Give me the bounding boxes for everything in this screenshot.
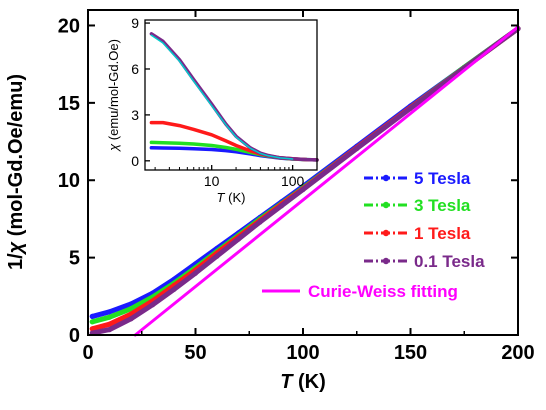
legend-marker-1-tesla xyxy=(382,229,390,237)
main-x-axis-symbol: T xyxy=(280,371,294,393)
main-x-tick-label: 0 xyxy=(82,342,93,364)
main-point-0-1-tesla xyxy=(300,186,306,193)
main-series-group xyxy=(89,25,521,337)
main-point-0-1-tesla xyxy=(407,105,414,111)
inset-y-tick-label: 3 xyxy=(131,107,139,123)
main-x-tick-label: 50 xyxy=(184,342,206,364)
main-point-0-1-tesla xyxy=(192,270,199,276)
main-y-axis-unit: (mol-Gd.Oe/emu) xyxy=(5,74,27,242)
main-point-0-1-tesla xyxy=(235,236,242,242)
inset-y-tick-label: 0 xyxy=(131,153,139,169)
main-point-0-1-tesla xyxy=(149,302,156,308)
main-x-tick-label: 100 xyxy=(286,342,319,364)
main-y-tick-label: 15 xyxy=(58,93,80,115)
main-point-0-1-tesla xyxy=(171,286,177,292)
inset-x-tick-label: 10 xyxy=(204,173,220,189)
main-y-axis-label: 1/χ (mol-Gd.Oe/emu) xyxy=(5,74,27,270)
main-y-tick-label: 20 xyxy=(58,15,80,37)
main-x-axis-label: T (K) xyxy=(280,371,326,393)
inset-x-axis-symbol: T xyxy=(217,190,226,205)
main-point-3-tesla xyxy=(89,319,95,325)
legend-marker-0-1-tesla xyxy=(382,257,390,265)
inset-plot-frame xyxy=(144,19,318,171)
main-point-1-tesla xyxy=(89,326,95,332)
legend-marker-5-tesla xyxy=(382,174,390,182)
main-x-axis-unit: (K) xyxy=(292,371,325,393)
main-y-tick-label: 5 xyxy=(69,248,80,270)
main-point-5-tesla xyxy=(89,313,95,319)
main-point-0-1-tesla xyxy=(257,219,263,225)
main-y-tick-label: 10 xyxy=(58,170,80,192)
inset-ticks-group: 10 100 0 3 6 9 xyxy=(131,15,318,189)
main-x-tick-label: 200 xyxy=(501,342,534,364)
main-y-axis-symbol: χ xyxy=(5,240,27,255)
inset-y-tick-label: 6 xyxy=(131,61,139,77)
main-point-3-tesla xyxy=(128,306,134,312)
main-point-0-1-tesla xyxy=(128,316,134,322)
main-point-0-1-tesla xyxy=(106,327,113,333)
legend-label-curie-weiss-fitting: Curie-Weiss fitting xyxy=(308,282,458,301)
inset-y-axis-unit: (emu/mol-Gd.Oe) xyxy=(106,39,121,144)
inset-x-axis-unit: (K) xyxy=(225,190,246,205)
main-point-3-tesla xyxy=(106,314,113,320)
main-point-0-1-tesla xyxy=(354,145,360,152)
legend-label-0-1-tesla: 0.1 Tesla xyxy=(414,252,485,271)
main-point-1-tesla xyxy=(106,321,113,327)
main-x-tick-label: 150 xyxy=(394,342,427,364)
inset-x-axis-label: T (K) xyxy=(217,190,246,205)
legend: 5 Tesla 3 Tesla 1 Tesla 0.1 Tesla Curie-Weis… xyxy=(262,169,485,301)
legend-label-3-tesla: 3 Tesla xyxy=(414,196,471,215)
inset-y-tick-label: 9 xyxy=(131,15,139,31)
main-y-axis-prefix: 1/ xyxy=(5,253,27,270)
inset-series-group xyxy=(149,32,319,162)
main-series-line-curie-weiss-fitting xyxy=(133,25,520,337)
inset-series-line-curie-weiss-fitting xyxy=(150,34,294,160)
main-point-0-1-tesla xyxy=(214,253,220,259)
inset-plot: 10 100 0 3 6 9 T (K) χ (emu/mol-Gd.Oe) xyxy=(106,15,319,205)
main-point-5-tesla xyxy=(106,309,113,315)
main-point-0-1-tesla xyxy=(278,203,285,209)
main-y-tick-label: 0 xyxy=(69,325,80,347)
legend-label-1-tesla: 1 Tesla xyxy=(414,224,471,243)
legend-marker-3-tesla xyxy=(382,201,390,209)
inset-y-axis-symbol: χ xyxy=(106,143,121,152)
inset-y-axis-label: χ (emu/mol-Gd.Oe) xyxy=(106,39,121,152)
legend-label-5-tesla: 5 Tesla xyxy=(414,169,471,188)
inset-x-tick-label: 100 xyxy=(281,173,305,189)
